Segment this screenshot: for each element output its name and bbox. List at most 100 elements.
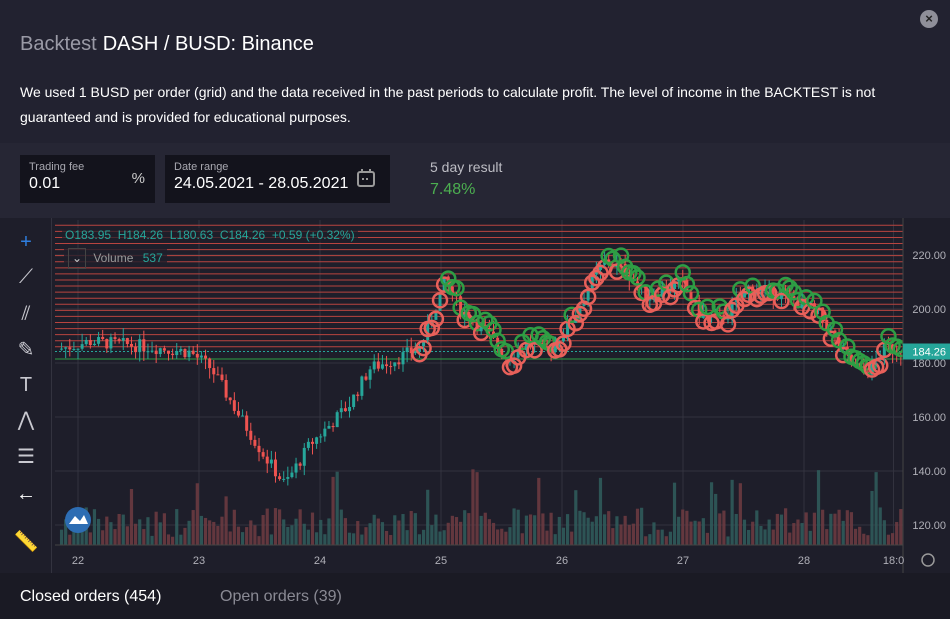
volume-bar bbox=[672, 482, 677, 545]
tab-open-orders[interactable]: Open orders (39) bbox=[220, 588, 342, 605]
volume-bar bbox=[533, 515, 537, 545]
volume-bar bbox=[59, 529, 64, 545]
volume-bar bbox=[812, 512, 817, 545]
volume-bar bbox=[751, 521, 755, 545]
date-range-value[interactable]: 24.05.2021 - 28.05.2021 bbox=[174, 175, 349, 192]
volume-bar bbox=[561, 527, 566, 545]
volume-bar bbox=[405, 530, 409, 545]
volume-bar bbox=[389, 534, 393, 545]
volume-bar bbox=[821, 509, 825, 545]
candle-body bbox=[113, 337, 117, 340]
crosshair-icon[interactable]: + bbox=[20, 231, 32, 253]
forecast-icon[interactable]: ☰ bbox=[17, 446, 35, 468]
sell-order-marker bbox=[584, 274, 601, 291]
candle-body bbox=[578, 305, 582, 316]
volume-bar bbox=[397, 520, 401, 545]
volume-bar bbox=[150, 535, 154, 545]
candle-body bbox=[175, 350, 179, 356]
candle-body bbox=[821, 307, 825, 320]
candle-body bbox=[368, 369, 372, 380]
candle-body bbox=[323, 428, 327, 437]
pattern-icon[interactable]: ⋀ bbox=[17, 409, 35, 431]
buy-order-marker bbox=[699, 298, 716, 316]
volume-bar bbox=[282, 519, 286, 545]
calendar-icon[interactable] bbox=[356, 168, 376, 188]
volume-bar bbox=[837, 509, 841, 545]
text-icon[interactable]: T bbox=[19, 374, 33, 396]
candle-body bbox=[372, 361, 376, 370]
candle-body bbox=[195, 353, 199, 358]
volume-bar bbox=[615, 516, 619, 545]
sell-order-marker bbox=[431, 292, 449, 309]
trend-line-icon[interactable]: ⟋ bbox=[19, 266, 33, 288]
volume-bar bbox=[306, 529, 310, 545]
sell-order-marker bbox=[505, 357, 523, 374]
price-chart[interactable]: + ⟋ ⫽ ✎ T ⋀ ☰ ← 📏 220.00 200.00 180.00 160.… bbox=[0, 218, 950, 573]
date-range-field[interactable]: Date range 24.05.2021 - 28.05.2021 bbox=[165, 155, 390, 203]
volume-bar bbox=[722, 510, 726, 545]
candle-body bbox=[150, 350, 154, 352]
page-title: Backtest DASH / BUSD: Binance bbox=[20, 33, 314, 56]
volume-bar bbox=[742, 519, 747, 545]
candle-body bbox=[245, 415, 249, 431]
candle-body bbox=[265, 456, 269, 464]
volume-bar bbox=[364, 527, 368, 545]
volume-bar bbox=[882, 520, 886, 545]
settings-gear-icon[interactable] bbox=[921, 553, 935, 567]
candle-body bbox=[751, 286, 755, 294]
candle-body bbox=[459, 296, 463, 316]
volume-bar bbox=[771, 529, 775, 545]
volume-bar bbox=[878, 507, 882, 545]
close-icon[interactable]: × bbox=[920, 10, 938, 28]
tab-closed-orders[interactable]: Closed orders (454) bbox=[20, 588, 162, 605]
candle-body bbox=[849, 354, 853, 365]
volume-bar bbox=[467, 513, 471, 545]
candle-body bbox=[125, 338, 129, 344]
buy-order-marker bbox=[489, 332, 506, 350]
collapse-chevron-icon[interactable]: ⌄ bbox=[68, 248, 86, 269]
sell-order-marker bbox=[579, 288, 597, 306]
candle-body bbox=[220, 374, 224, 381]
volume-bar bbox=[775, 513, 779, 545]
brush-icon[interactable]: ✎ bbox=[17, 339, 35, 361]
chart-canvas[interactable]: 220.00 200.00 180.00 160.00 140.00 120.00 22 23… bbox=[0, 218, 950, 573]
volume-bar bbox=[491, 522, 496, 545]
volume-bar bbox=[570, 531, 574, 545]
volume-bar bbox=[88, 532, 92, 545]
volume-bar bbox=[96, 518, 101, 545]
percent-unit: % bbox=[131, 170, 145, 187]
buy-order-marker bbox=[880, 328, 897, 345]
volume-bar bbox=[384, 530, 389, 545]
time-tick-label: 25 bbox=[435, 555, 447, 567]
pitchfork-icon[interactable]: ⫽ bbox=[21, 303, 31, 325]
volume-bar bbox=[430, 525, 434, 545]
volume-bar bbox=[245, 527, 249, 545]
candle-body bbox=[179, 349, 183, 351]
volume-bar bbox=[315, 532, 319, 545]
backtest-controls: Trading fee 0.01 % Date range 24.05.2021… bbox=[0, 143, 950, 218]
volume-bar bbox=[718, 513, 722, 545]
volume-bar bbox=[195, 483, 199, 545]
candle-body bbox=[409, 347, 413, 354]
back-arrow-icon[interactable]: ← bbox=[16, 483, 36, 505]
price-tick-label: 160.00 bbox=[912, 412, 946, 424]
candle-body bbox=[315, 437, 319, 444]
candle-body bbox=[730, 301, 734, 317]
candle-body bbox=[825, 319, 829, 332]
volume-bar bbox=[784, 508, 788, 545]
volume-bar bbox=[339, 509, 343, 545]
trading-fee-field[interactable]: Trading fee 0.01 % bbox=[20, 155, 155, 203]
volume-bar bbox=[442, 530, 446, 545]
date-range-label: Date range bbox=[174, 161, 229, 173]
volume-bar bbox=[113, 529, 117, 545]
volume-bar bbox=[693, 520, 697, 545]
volume-bar bbox=[199, 515, 204, 545]
candle-body bbox=[97, 336, 101, 344]
result-value: 7.48% bbox=[430, 181, 476, 198]
volume-bar bbox=[261, 515, 265, 545]
buy-order-marker bbox=[625, 265, 642, 282]
ruler-icon[interactable]: 📏 bbox=[13, 531, 39, 553]
volume-bar bbox=[602, 514, 607, 545]
time-tick-label: 27 bbox=[677, 555, 689, 567]
trading-fee-value[interactable]: 0.01 bbox=[29, 175, 61, 192]
